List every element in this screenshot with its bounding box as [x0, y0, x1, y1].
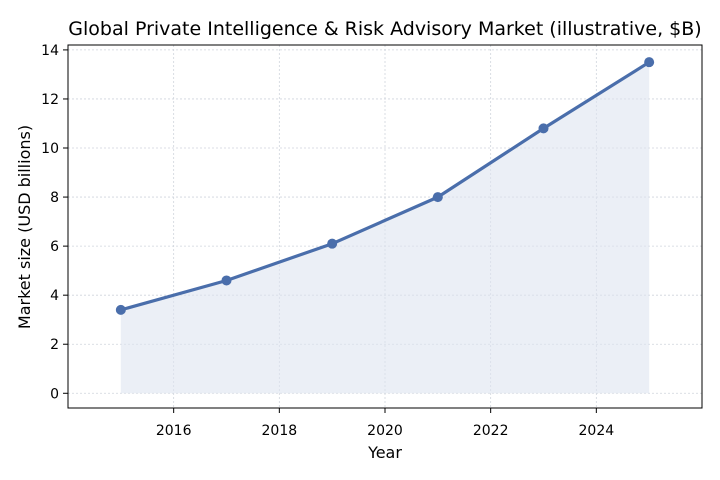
data-points — [115, 57, 655, 315]
data-point — [115, 304, 126, 315]
y-tick-label: 2 — [50, 337, 59, 353]
data-point — [432, 192, 443, 203]
x-tick-label: 2022 — [473, 423, 509, 439]
area-fill — [120, 62, 650, 394]
y-tick-label: 14 — [41, 43, 59, 59]
x-tick-label: 2018 — [262, 423, 298, 439]
x-tick-label: 2020 — [367, 423, 403, 439]
chart-title: Global Private Intelligence & Risk Advis… — [68, 18, 701, 40]
y-tick-label: 12 — [41, 92, 59, 108]
y-tick-label: 10 — [41, 141, 59, 157]
data-point — [538, 123, 549, 134]
y-tick-label: 6 — [50, 239, 59, 255]
x-tick-label: 2016 — [156, 423, 192, 439]
y-axis-ticks: 0 2 4 6 8 10 12 14 — [41, 43, 68, 402]
x-axis-label: Year — [367, 443, 402, 462]
data-point — [221, 275, 232, 286]
x-tick-label: 2024 — [579, 423, 615, 439]
y-tick-label: 4 — [50, 288, 59, 304]
data-point — [644, 57, 655, 68]
data-point — [327, 238, 338, 249]
series-line — [120, 60, 651, 312]
y-tick-label: 0 — [50, 386, 59, 402]
y-tick-label: 8 — [50, 190, 59, 206]
x-axis-ticks: 2016 2018 2020 2022 2024 — [156, 408, 614, 439]
y-axis-label: Market size (USD billions) — [15, 125, 34, 329]
